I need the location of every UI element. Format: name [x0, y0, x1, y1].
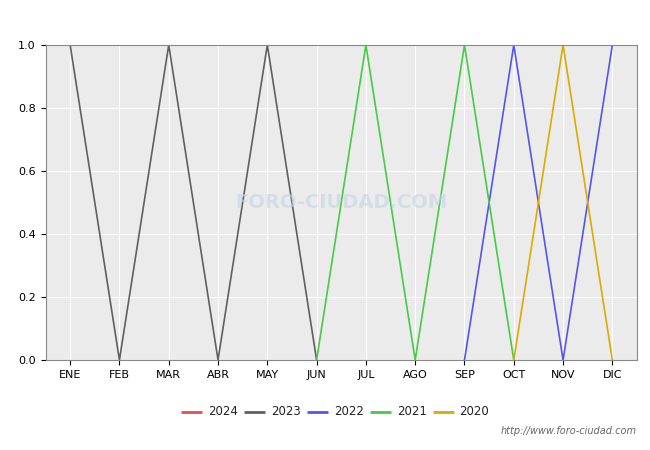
Text: 2024: 2024 — [209, 405, 239, 418]
Text: 2022: 2022 — [334, 405, 364, 418]
Text: FORO-CIUDAD.COM: FORO-CIUDAD.COM — [235, 193, 447, 212]
Text: 2020: 2020 — [460, 405, 489, 418]
Text: Matriculaciones de Vehiculos en San Justo: Matriculaciones de Vehiculos en San Just… — [151, 13, 499, 31]
Text: 2021: 2021 — [396, 405, 426, 418]
Text: 2023: 2023 — [271, 405, 301, 418]
Text: http://www.foro-ciudad.com: http://www.foro-ciudad.com — [501, 426, 637, 436]
